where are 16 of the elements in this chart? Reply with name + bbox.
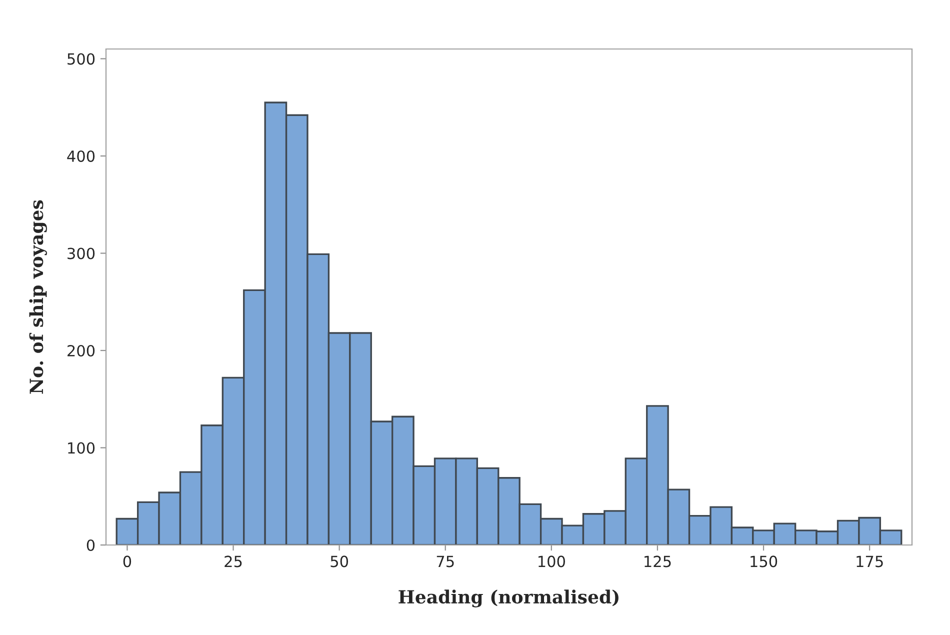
x-axis-title: Heading (normalised) bbox=[398, 590, 618, 608]
x-tick-label: 125 bbox=[644, 556, 671, 568]
y-tick-label: 500 bbox=[68, 53, 95, 65]
y-tick-label: 100 bbox=[68, 442, 95, 454]
x-tick-label: 75 bbox=[436, 556, 454, 568]
y-tick-label: 200 bbox=[68, 344, 95, 357]
y-tick-label: 300 bbox=[68, 248, 95, 260]
y-axis-title: No. of ship voyages bbox=[29, 200, 47, 394]
x-tick-label: 100 bbox=[538, 556, 565, 568]
x-tick-label: 175 bbox=[856, 556, 883, 568]
x-tick-label: 150 bbox=[750, 556, 778, 568]
x-tick-label: 50 bbox=[330, 556, 348, 568]
x-tick-label: 25 bbox=[224, 556, 242, 568]
y-tick-label: 400 bbox=[67, 150, 95, 162]
y-tick-label: 0 bbox=[86, 539, 95, 552]
x-tick-label: 0 bbox=[123, 556, 132, 568]
